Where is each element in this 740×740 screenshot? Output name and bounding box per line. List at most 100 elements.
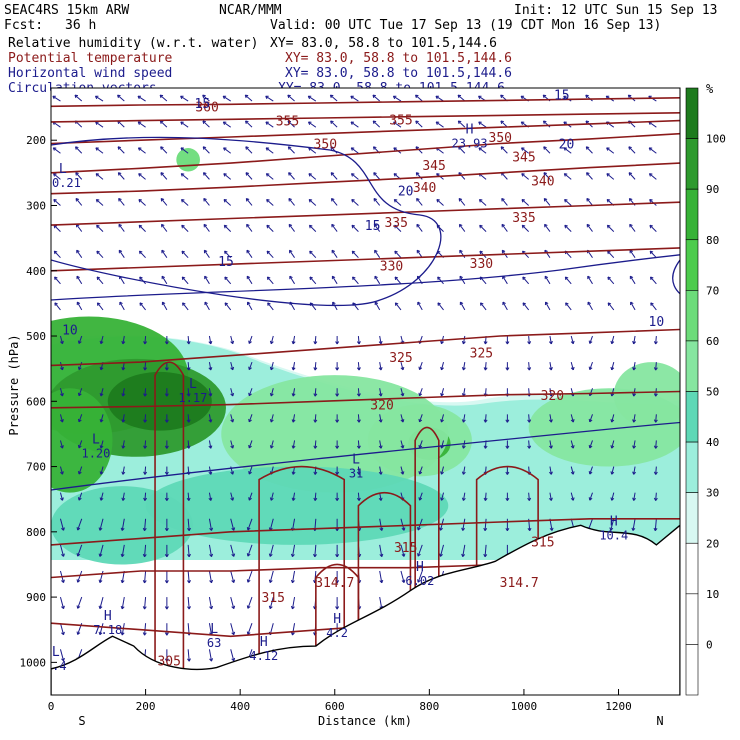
wind-vector (119, 275, 125, 285)
theta-label: 315 (262, 591, 285, 606)
wind-vector (314, 414, 317, 423)
wind-vector-head (159, 94, 164, 99)
wind-vector (144, 570, 147, 583)
wind-vector (265, 95, 274, 102)
wind-vector-head (231, 631, 236, 636)
theta-label: 335 (384, 216, 407, 231)
wind-vector (606, 173, 615, 180)
theta-contour-340 (51, 162, 680, 195)
wind-vector (374, 249, 381, 258)
wind-vector (247, 570, 253, 583)
wind-vector-head (208, 471, 213, 475)
wind-vector-head (269, 419, 274, 423)
wind-vector-head (418, 392, 423, 397)
wind-vector-head (208, 419, 213, 423)
wind-vector-head (587, 275, 591, 280)
wind-vector (95, 95, 104, 102)
wind-speed-label: 15 (195, 97, 211, 112)
wind-vector (589, 361, 593, 370)
wind-vector (570, 492, 574, 501)
wind-vector-head (610, 340, 615, 345)
wind-vector (379, 518, 383, 531)
theta-contour-loop (258, 465, 346, 669)
wind-vector-head (461, 340, 466, 345)
wind-vector-head (164, 393, 169, 397)
wind-vector-head (268, 605, 273, 610)
wind-vector (522, 250, 530, 259)
wind-vector-head (335, 367, 340, 371)
wind-vector-head (181, 224, 185, 229)
wind-vector-head (245, 172, 250, 176)
extremum-letter: H (610, 514, 618, 529)
wind-vector (208, 362, 212, 371)
wind-vector-head (570, 366, 575, 371)
wind-vector (484, 544, 487, 557)
colorbar-swatch (685, 492, 699, 544)
wind-vector (479, 224, 487, 232)
theta-contour-360 (51, 97, 680, 108)
wind-vector-head (461, 445, 466, 449)
wind-vector (309, 302, 317, 311)
wind-vector-head (120, 632, 125, 636)
wind-vector-head (313, 445, 318, 449)
wind-vector-head (121, 367, 126, 371)
extremum-letter: H (416, 560, 424, 575)
wind-vector (144, 518, 147, 531)
wind-vector (248, 440, 253, 449)
wind-vector (187, 518, 190, 531)
wind-vector-head (61, 631, 65, 636)
wind-vector (99, 544, 104, 557)
wind-vector (181, 250, 189, 259)
wind-vector-head (461, 419, 466, 423)
wind-vector-head (231, 605, 236, 610)
wind-vector-head (164, 527, 169, 532)
wind-vector (96, 224, 104, 232)
theta-contour-loop (315, 563, 360, 669)
wind-speed-contour-1 (51, 254, 680, 301)
wind-vector-head (96, 224, 100, 229)
wind-vector-head (606, 173, 610, 177)
wind-vector-head (54, 276, 58, 281)
wind-vector (309, 276, 317, 285)
wind-vector (208, 597, 213, 610)
wind-vector-head (350, 173, 355, 177)
wind-vector (288, 198, 295, 206)
wind-vector-head (248, 340, 252, 344)
y-tick-label: 600 (26, 395, 46, 408)
wind-vector (394, 224, 402, 232)
wind-vector (265, 121, 274, 128)
wind-vector-head (142, 632, 147, 636)
wind-vector (74, 94, 83, 102)
wind-vector-head (588, 340, 593, 344)
wind-vector-head (521, 173, 525, 177)
wind-vector-head (60, 497, 64, 501)
wind-vector-head (142, 527, 147, 532)
theta-contour-loop (357, 492, 412, 669)
wind-vector-head (99, 419, 104, 423)
theta-label: 320 (541, 389, 564, 404)
wind-vector-head (208, 497, 213, 501)
wind-vector (247, 544, 253, 557)
theta-label: 315 (394, 541, 417, 556)
wind-vector (203, 198, 210, 206)
wind-vector-head (653, 471, 658, 475)
extremum-value: 4.2 (326, 626, 348, 640)
wind-vector (648, 147, 657, 154)
wind-vector-head (230, 471, 235, 475)
wind-vector (314, 440, 317, 449)
wind-vector (629, 224, 636, 232)
wind-vector-head (588, 444, 593, 449)
wind-vector-head (400, 445, 405, 449)
wind-vector-head (378, 471, 383, 475)
wind-vector-head (291, 445, 296, 449)
wind-vector (440, 388, 445, 397)
wind-vector-head (161, 301, 166, 306)
wind-vector (611, 492, 615, 501)
wind-vector-head (137, 121, 142, 125)
theta-label: 345 (422, 159, 445, 174)
wind-vector-head (352, 276, 356, 281)
wind-vector (589, 414, 593, 423)
wind-vector (208, 623, 213, 636)
extremum-value: 10.4 (599, 528, 628, 542)
